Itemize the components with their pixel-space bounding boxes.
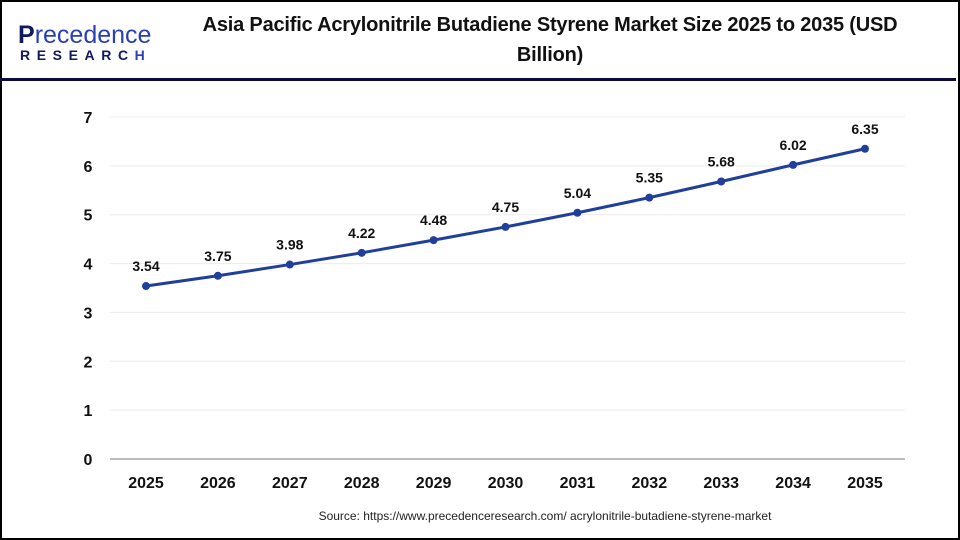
data-point-marker — [429, 236, 438, 245]
data-point-marker — [573, 208, 582, 217]
data-label: 4.22 — [348, 225, 375, 241]
data-point-marker — [717, 177, 726, 186]
x-tick-label: 2026 — [200, 475, 236, 492]
data-label: 5.68 — [708, 153, 735, 169]
data-point-marker — [142, 282, 150, 291]
data-label: 4.48 — [420, 212, 447, 228]
data-label: 5.04 — [564, 185, 591, 201]
x-tick-label: 2025 — [128, 475, 164, 492]
y-tick-label: 1 — [84, 403, 93, 420]
data-label: 4.75 — [492, 199, 519, 215]
data-label: 5.35 — [636, 170, 663, 186]
x-tick-label: 2029 — [416, 475, 452, 492]
data-label: 6.02 — [779, 137, 806, 153]
data-point-marker — [501, 222, 510, 231]
y-tick-label: 2 — [84, 354, 93, 371]
logo-wordmark: Precedence — [18, 22, 151, 48]
source-citation: Source: https://www.precedenceresearch.c… — [318, 509, 772, 523]
x-tick-label: 2028 — [344, 475, 380, 492]
x-tick-label: 2034 — [775, 475, 811, 492]
data-line — [145, 147, 866, 288]
data-point-marker — [357, 248, 366, 257]
logo-subtitle: RESEARCH — [20, 48, 151, 62]
y-tick-label: 6 — [84, 159, 93, 176]
x-tick-label: 2027 — [272, 475, 308, 492]
x-tick-label: 2035 — [847, 475, 883, 492]
y-tick-label: 4 — [84, 257, 93, 274]
y-tick-label: 5 — [84, 208, 93, 225]
data-point-marker — [789, 160, 798, 169]
y-tick-label: 7 — [84, 110, 93, 127]
header-divider — [0, 78, 956, 81]
logo-word-top: recedence — [34, 21, 152, 49]
y-tick-label: 0 — [84, 452, 93, 469]
data-label: 3.75 — [204, 248, 231, 264]
x-tick-label: 2031 — [560, 475, 596, 492]
data-label: 3.98 — [276, 237, 303, 253]
data-label: 6.35 — [851, 121, 878, 137]
y-tick-label: 3 — [84, 305, 93, 322]
data-point-marker — [861, 144, 869, 153]
logo-word-bottom-last: H — [134, 47, 152, 63]
logo-initial: P — [18, 21, 35, 49]
data-point-marker — [285, 260, 294, 269]
data-label: 3.54 — [132, 258, 159, 274]
precedence-research-logo: Precedence RESEARCH — [16, 22, 166, 64]
x-tick-label: 2032 — [632, 475, 668, 492]
x-tick-label: 2033 — [703, 475, 739, 492]
chart-title: Asia Pacific Acrylonitrile Butadiene Sty… — [202, 14, 898, 66]
x-tick-label: 2030 — [488, 475, 524, 492]
data-point-marker — [213, 271, 222, 280]
logo-word-bottom: RESEARC — [20, 47, 135, 63]
header: Precedence RESEARCH Asia Pacific Acrylon… — [0, 0, 956, 79]
data-point-marker — [645, 193, 654, 202]
